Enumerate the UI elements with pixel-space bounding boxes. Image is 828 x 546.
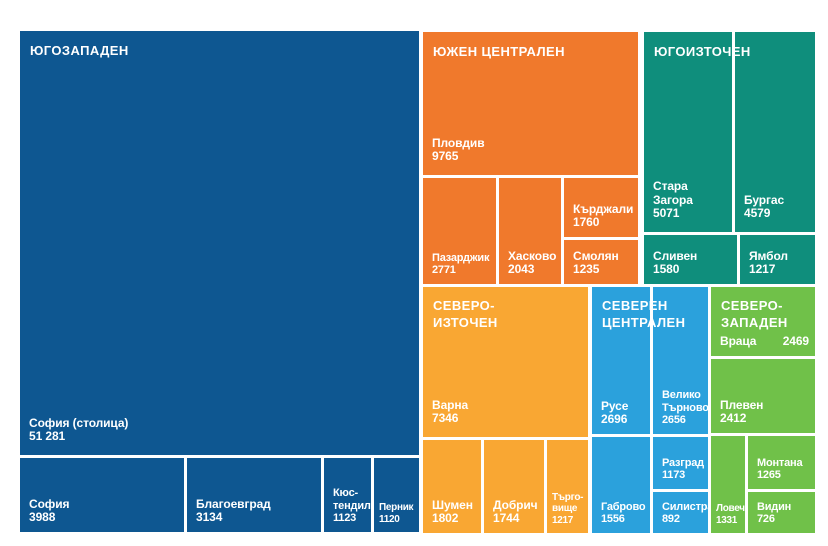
cell-sliven: Сливен 1580 — [644, 235, 737, 284]
cell-label: Пловдив — [432, 135, 485, 150]
cell-label: Добрич — [493, 497, 538, 512]
cell-value: 1580 — [653, 262, 680, 277]
cell-label: Смолян — [573, 248, 619, 263]
cell-veliko-tarnovo: Велико Търново 2656 — [653, 287, 709, 434]
cell-yambol: Ямбол 1217 — [740, 235, 815, 284]
cell-label: София (столица) — [29, 415, 129, 430]
cell-value: 1235 — [573, 262, 600, 277]
cell-value: 726 — [757, 513, 775, 526]
region-yuzhen-tsentralen: ЮЖЕН ЦЕНТРАЛЕН Пловдив 9765 Пазарджик 2771… — [423, 32, 638, 284]
cell-razgrad: Разград 1173 — [653, 437, 708, 489]
cell-label: Перник — [379, 502, 414, 514]
cell-label: Габрово — [601, 500, 646, 513]
cell-lovech: Ловеч 1331 — [711, 436, 745, 533]
cell-sofia: София 3988 — [20, 458, 184, 532]
cell-varna: Варна 7346 — [423, 287, 588, 437]
cell-value: 2469 — [782, 334, 809, 349]
cell-value: 2043 — [508, 262, 535, 277]
cell-smolyan: Смолян 1235 — [564, 240, 638, 284]
cell-kardzhali: Кърджали 1760 — [564, 178, 638, 237]
cell-label: Плевен — [720, 397, 764, 412]
cell-label: Пазарджик — [432, 251, 490, 264]
cell-label: Велико Търново — [662, 389, 709, 414]
cell-kyustendil: Кюс- тендил 1123 — [324, 458, 371, 532]
cell-value: 51 281 — [29, 429, 66, 444]
cell-label: Варна — [432, 397, 469, 412]
cell-burgas: Бургас 4579 — [735, 32, 815, 232]
cell-value: 1802 — [432, 511, 459, 526]
cell-stara-zagora: Стара Загора 5071 — [644, 32, 732, 232]
cell-value: 1120 — [379, 513, 400, 525]
cell-value: 1123 — [333, 512, 357, 525]
cell-silistra: Силистра 892 — [653, 492, 714, 533]
cell-label: Монтана — [757, 456, 803, 469]
cell-label: Стара Загора — [653, 178, 693, 207]
cell-ruse: Русе 2696 — [592, 287, 650, 434]
cell-value: 2412 — [720, 411, 747, 426]
cell-label: Враца — [720, 334, 757, 349]
cell-value: 2696 — [601, 412, 628, 427]
cell-value: 3134 — [196, 510, 223, 525]
cell-label: Бургас — [744, 192, 785, 207]
cell-vratsa: Враца 2469 — [711, 287, 815, 356]
cell-plovdiv: Пловдив 9765 — [423, 32, 638, 175]
cell-value: 1556 — [601, 513, 625, 526]
cell-value: 1331 — [716, 514, 738, 526]
region-yugozapaden: ЮГОЗАПАДЕН София (столица) 51 281 София 39… — [20, 31, 419, 532]
cell-targovishte: Търго- вище 1217 — [547, 440, 588, 533]
cell-dobrich: Добрич 1744 — [484, 440, 544, 533]
cell-pazardzhik: Пазарджик 2771 — [423, 178, 496, 284]
cell-value: 892 — [662, 513, 680, 526]
cell-value: 1217 — [552, 514, 574, 526]
cell-value: 5071 — [653, 206, 680, 221]
cell-value: 4579 — [744, 206, 771, 221]
cell-label: Хасково — [508, 248, 557, 263]
cell-label: Видин — [757, 500, 792, 513]
cell-sofia-stolitsa: София (столица) 51 281 — [20, 31, 419, 455]
cell-value: 1173 — [662, 469, 686, 482]
cell-label: Силистра — [662, 500, 714, 513]
cell-label: Разград — [662, 456, 704, 469]
cell-label: Шумен — [432, 497, 473, 512]
cell-value: 3988 — [29, 510, 56, 525]
cell-shumen: Шумен 1802 — [423, 440, 481, 533]
cell-value: 1760 — [573, 215, 600, 230]
cell-label: Кюс- тендил — [333, 487, 371, 512]
cell-value: 1744 — [493, 511, 520, 526]
region-yugoiztochen: ЮГОИЗТОЧЕН Стара Загора 5071 Бургас 4579 С… — [644, 32, 815, 284]
cell-label: Ловеч — [716, 503, 745, 515]
cell-value: 1265 — [757, 469, 781, 482]
cell-montana: Монтана 1265 — [748, 436, 815, 489]
cell-value: 2771 — [432, 264, 456, 277]
cell-value: 7346 — [432, 411, 459, 426]
cell-label: Търго- вище — [552, 491, 584, 515]
cell-haskovo: Хасково 2043 — [499, 178, 561, 284]
cell-label: Сливен — [653, 248, 698, 263]
cell-value: 2656 — [662, 414, 686, 427]
cell-label: София — [29, 496, 70, 511]
cell-blagoevgrad: Благоевград 3134 — [187, 458, 321, 532]
region-severoiztochen: СЕВЕРО- ИЗТОЧЕН Варна 7346 Шумен 1802 Добр… — [423, 287, 588, 533]
cell-pleven: Плевен 2412 — [711, 359, 815, 433]
cell-label: Ямбол — [749, 248, 788, 263]
cell-pernik: Перник 1120 — [374, 458, 419, 532]
cell-label: Русе — [601, 398, 629, 413]
cell-label: Благоевград — [196, 496, 271, 511]
cell-label: Кърджали — [573, 201, 634, 216]
cell-vidin: Видин 726 — [748, 492, 815, 533]
region-severen-tsentralen: СЕВЕРЕН ЦЕНТРАЛЕН Русе 2696 Велико Търнов… — [592, 287, 714, 533]
cell-value: 1217 — [749, 262, 776, 277]
region-severozapaden: СЕВЕРО- ЗАПАДЕН Враца 2469 Плевен 2412 Лов… — [711, 287, 815, 533]
cell-gabrovo: Габрово 1556 — [592, 437, 650, 533]
cell-value: 9765 — [432, 149, 459, 164]
